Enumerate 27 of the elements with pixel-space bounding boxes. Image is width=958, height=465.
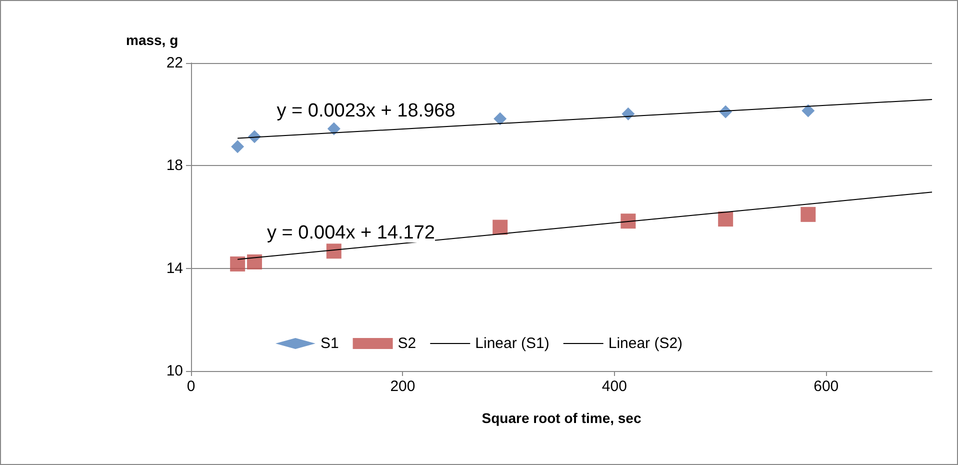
annotation: y = 0.004x + 14.172 [267, 222, 435, 244]
point [492, 220, 508, 235]
x-tick-label: 600 [814, 378, 839, 395]
point [802, 104, 815, 118]
legend-label: S1 [320, 335, 339, 352]
annotation: y = 0.0023x + 18.968 [276, 100, 456, 122]
y-tick-label: 14 [166, 260, 183, 277]
x-axis-title: Square root of time, sec [482, 410, 642, 426]
y-tick-label: 22 [166, 54, 183, 72]
x-tick-label: 400 [602, 378, 627, 395]
y-tick-label: 10 [166, 362, 183, 380]
point [230, 256, 246, 272]
x-tick-label: 200 [390, 378, 416, 395]
legend-label: Linear (S1) [475, 335, 550, 352]
point [718, 212, 734, 227]
point [494, 112, 507, 126]
legend-label: Linear (S2) [608, 335, 683, 352]
y-axis-title: mass, g [126, 32, 178, 48]
point [327, 122, 340, 136]
legend-label: S2 [398, 335, 416, 352]
point [620, 214, 636, 229]
x-tick-label: 0 [186, 378, 196, 395]
y-tick-label: 18 [166, 157, 183, 174]
point [800, 206, 816, 222]
point [326, 244, 342, 259]
point [247, 254, 262, 270]
point [231, 140, 244, 154]
